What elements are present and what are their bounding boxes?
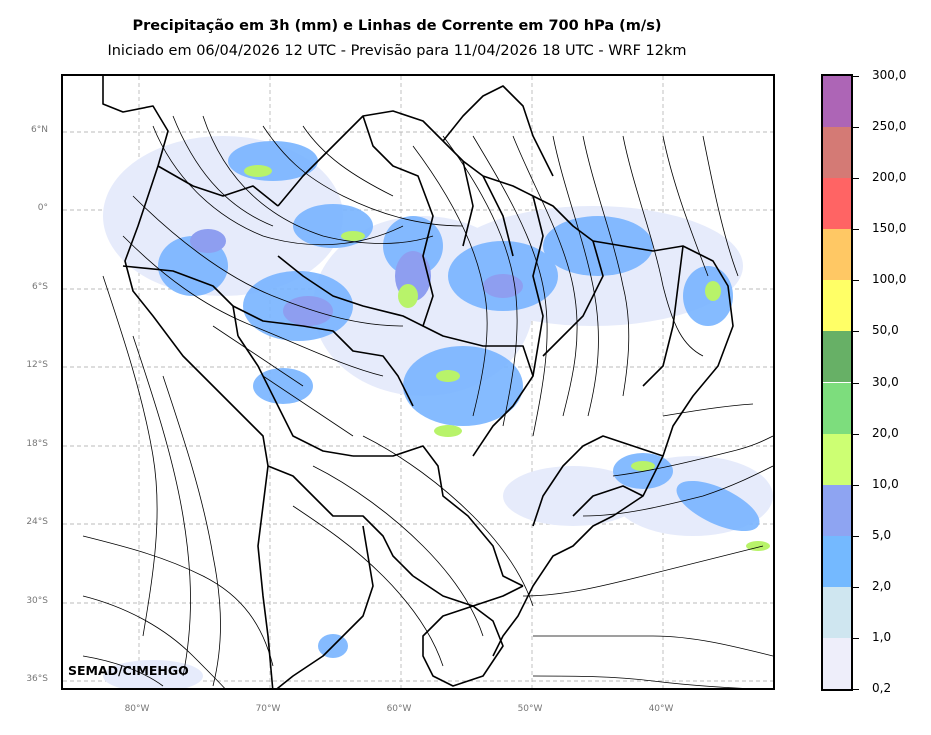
colorbar-label: 30,0 — [872, 374, 899, 389]
colorbar-tick — [853, 280, 859, 282]
colorbar-label: 2,0 — [872, 578, 892, 593]
colorbar-label: 1,0 — [872, 629, 892, 644]
colorbar-tick — [853, 229, 859, 231]
colorbar-segment — [823, 127, 851, 179]
lon-label: 60°W — [386, 704, 412, 714]
lat-label: 12°S — [26, 360, 48, 370]
colorbar-segment — [823, 76, 851, 128]
colorbar-label: 300,0 — [872, 68, 907, 82]
political-borders — [102, 76, 734, 688]
colorbar-label: 0,2 — [872, 681, 892, 695]
colorbar-label: 250,0 — [872, 119, 907, 134]
colorbar-label: 50,0 — [872, 323, 899, 338]
lat-label: 30°S — [26, 596, 48, 606]
colorbar-label: 200,0 — [872, 170, 907, 185]
colorbar-segment — [823, 229, 851, 281]
lat-label: 24°S — [26, 517, 48, 527]
colorbar-segment — [823, 331, 851, 383]
lat-label: 6°N — [31, 125, 48, 135]
lat-label: 0° — [37, 203, 48, 213]
lat-label: 18°S — [26, 439, 48, 449]
colorbar-tick — [853, 586, 859, 588]
colorbar-label: 10,0 — [872, 476, 899, 491]
colorbar-tick — [853, 535, 859, 537]
precipitation-field — [103, 136, 773, 688]
colorbar-label: 5,0 — [872, 527, 892, 542]
colorbar-label: 20,0 — [872, 425, 899, 440]
lon-label: 80°W — [124, 704, 150, 714]
colorbar-tick — [853, 127, 859, 129]
colorbar-segment — [823, 484, 851, 536]
colorbar-tick — [853, 689, 859, 690]
lon-label: 70°W — [255, 704, 281, 714]
map-panel: SEMAD/CIMEHGO — [61, 74, 775, 690]
colorbar-label: 150,0 — [872, 221, 907, 236]
colorbar-segment — [823, 586, 851, 638]
lon-label: 50°W — [517, 704, 543, 714]
colorbar-tick — [853, 484, 859, 486]
lat-label: 6°S — [32, 282, 48, 292]
streamlines — [82, 115, 773, 688]
colorbar-segment — [823, 382, 851, 434]
colorbar-segment — [823, 637, 851, 689]
map-subtitle: Iniciado em 06/04/2026 12 UTC - Previsão… — [107, 43, 687, 59]
colorbar-label: 100,0 — [872, 272, 907, 287]
credit-label: SEMAD/CIMEHGO — [68, 663, 189, 678]
lat-label: 36°S — [26, 674, 48, 684]
colorbar-segment — [823, 178, 851, 230]
colorbar-tick — [853, 178, 859, 180]
map-canvas — [63, 76, 773, 688]
colorbar-segment — [823, 535, 851, 587]
colorbar-tick — [853, 637, 859, 639]
colorbar-tick — [853, 76, 859, 77]
colorbar-tick — [853, 382, 859, 384]
colorbar — [821, 74, 853, 691]
colorbar-segment — [823, 280, 851, 332]
colorbar-tick — [853, 331, 859, 333]
lon-label: 40°W — [648, 704, 674, 714]
colorbar-tick — [853, 433, 859, 435]
colorbar-segment — [823, 433, 851, 485]
map-title: Precipitação em 3h (mm) e Linhas de Corr… — [132, 18, 662, 34]
